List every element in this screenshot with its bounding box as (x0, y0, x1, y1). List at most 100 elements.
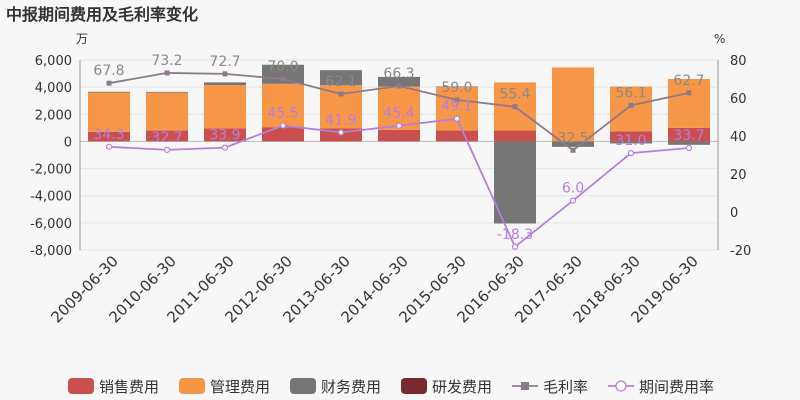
line-marker (279, 122, 287, 129)
data-label: 32.5 (557, 130, 588, 146)
bar-segment (668, 127, 710, 142)
right-tick-label: 40 (730, 130, 747, 145)
legend-swatch (401, 378, 427, 394)
line-marker (337, 129, 345, 136)
bar-segment (204, 82, 246, 86)
data-label: 73.2 (151, 53, 182, 69)
bar-segment (610, 141, 652, 144)
left-tick-label: 6,000 (35, 54, 72, 69)
data-label: -18.3 (497, 227, 533, 243)
legend-marker (615, 380, 627, 392)
legend-label: 管理费用 (210, 378, 270, 396)
data-label: 34.3 (93, 127, 124, 143)
line-marker (105, 143, 113, 150)
data-label: 55.4 (499, 87, 530, 103)
bar-segment (204, 128, 246, 142)
line-marker (628, 102, 634, 108)
right-tick-label: 80 (730, 54, 747, 69)
left-tick-label: -4,000 (30, 190, 72, 205)
line-marker (280, 76, 286, 82)
right-tick-label: 0 (730, 206, 738, 221)
right-axis-unit: % (714, 32, 725, 46)
line-marker (686, 90, 692, 96)
line-series-group: 67.8 73.2 72.7 70.0 62.1 66.3 59.0 55.4 32.5 56.1… (93, 53, 705, 250)
left-tick-label: -6,000 (30, 217, 72, 232)
bar-segment (88, 131, 130, 142)
left-tick-label: 4,000 (35, 81, 72, 96)
left-axis-unit: 万 (76, 32, 88, 46)
line-marker (338, 91, 344, 97)
line-marker (685, 144, 693, 152)
line-marker (222, 71, 228, 77)
bar-segment (494, 141, 536, 224)
bar-segment (610, 86, 652, 132)
bar-segment (262, 83, 304, 128)
line-marker (396, 83, 402, 89)
data-label: 45.4 (383, 106, 414, 122)
data-label: 49.1 (441, 99, 472, 115)
left-tick-label: 0 (64, 135, 72, 150)
legend-label: 期间费用率 (639, 378, 714, 396)
bar-segment (88, 92, 130, 132)
line-marker (164, 70, 170, 76)
bar-segment (378, 129, 420, 142)
line-marker (512, 104, 518, 110)
data-label: 33.9 (209, 128, 240, 144)
line-marker (106, 80, 112, 86)
data-label: 41.9 (325, 112, 356, 128)
legend-marker (521, 382, 529, 390)
right-tick-label: -20 (730, 244, 751, 259)
left-tick-label: -8,000 (30, 244, 72, 259)
bar-segment (146, 91, 188, 93)
legend-label: 销售费用 (99, 378, 159, 396)
line-marker (453, 115, 461, 122)
legend-label: 研发费用 (432, 378, 492, 396)
bar-segment (146, 130, 188, 142)
right-tick-label: 20 (730, 168, 747, 183)
data-label: 67.8 (93, 63, 124, 79)
data-label: 33.7 (673, 128, 704, 144)
line-marker (395, 122, 403, 129)
bar-segment (552, 67, 594, 142)
legend-swatch (179, 378, 205, 394)
line-marker (569, 197, 577, 204)
bar-segment (610, 131, 652, 142)
left-tick-label: -2,000 (30, 163, 72, 178)
bar-segment (146, 92, 188, 131)
bar-segment (378, 76, 420, 87)
left-tick-label: 2,000 (35, 108, 72, 123)
bar-series-group (88, 64, 710, 224)
data-label: 66.3 (383, 66, 414, 82)
data-label: 62.1 (325, 74, 356, 90)
legend-label: 财务费用 (321, 378, 381, 396)
legend-swatch (290, 378, 316, 394)
data-label: 56.1 (615, 85, 646, 101)
data-label: 45.5 (267, 106, 298, 122)
data-label: 59.0 (441, 80, 472, 96)
legend-swatch (68, 378, 94, 394)
line-marker (627, 150, 635, 157)
bar-segment (436, 130, 478, 142)
data-label: 31.0 (615, 133, 646, 149)
bar-segment (668, 79, 710, 128)
chart-title: 中报期间费用及毛利率变化 (6, 5, 198, 24)
bar-segment (494, 130, 536, 142)
line-marker (221, 144, 229, 151)
bar-segment (262, 127, 304, 142)
bar-segment (88, 91, 130, 93)
data-label: 32.7 (151, 130, 182, 146)
bar-segment (262, 64, 304, 84)
bar-segment (204, 85, 246, 129)
data-label: 70.0 (267, 59, 298, 75)
bar-segment (552, 141, 594, 147)
bar-segment (436, 86, 478, 88)
data-label: 72.7 (209, 54, 240, 70)
line-marker (163, 146, 171, 153)
data-label: 62.7 (673, 73, 704, 89)
bar-segment (668, 141, 710, 145)
line-marker (511, 243, 519, 250)
right-tick-label: 60 (730, 92, 747, 107)
legend-label: 毛利率 (543, 378, 588, 396)
legend: 销售费用 管理费用 财务费用 研发费用 毛利率 期间费用率 (68, 378, 714, 396)
